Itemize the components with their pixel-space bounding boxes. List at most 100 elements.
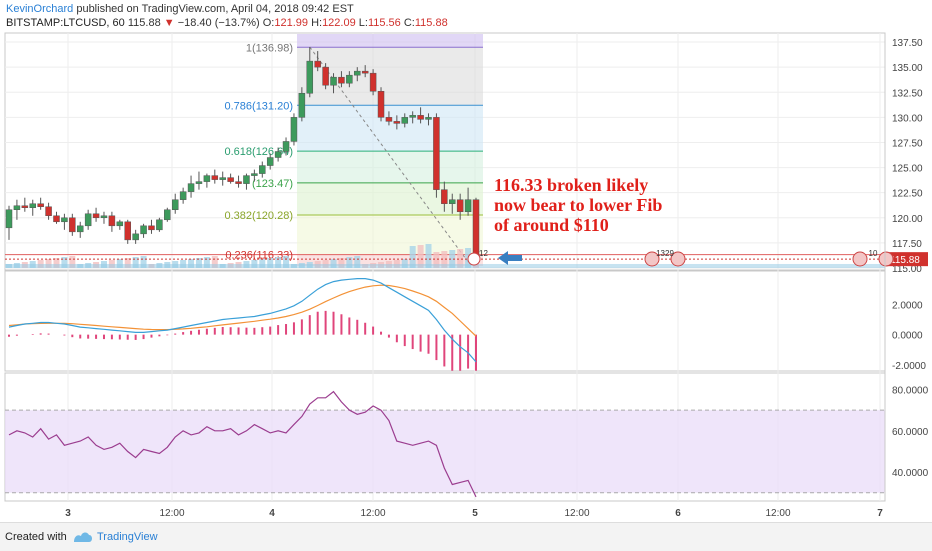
fib-level-label: 0.382(120.28) xyxy=(225,210,294,222)
time-axis-label: 6 xyxy=(675,508,681,519)
footer-bar: Created with TradingView xyxy=(0,522,932,551)
candle-body xyxy=(243,175,250,184)
candle-body xyxy=(13,205,21,210)
candle-body xyxy=(5,209,13,229)
time-axis-label: 5 xyxy=(472,508,478,519)
candle-body xyxy=(100,215,108,219)
volume-bar xyxy=(140,255,147,268)
price-tick-label: 125.00 xyxy=(892,164,923,175)
fib-zone xyxy=(297,105,483,152)
trading-chart[interactable]: 137.50135.00132.50130.00127.50125.00122.… xyxy=(0,0,932,522)
candle-body xyxy=(282,141,290,152)
candle-body xyxy=(385,117,393,122)
tradingview-logo-icon[interactable] xyxy=(72,530,94,544)
annotation-line: 116.33 broken likely xyxy=(494,175,648,195)
volume-bar xyxy=(338,257,345,268)
candle-body xyxy=(456,199,464,213)
volume-bar xyxy=(195,257,202,268)
price-tick-label: 135.00 xyxy=(892,63,923,74)
candle-body xyxy=(171,199,179,210)
time-axis-label: 7 xyxy=(877,508,883,519)
volume-bar xyxy=(417,244,424,268)
volume-bar xyxy=(275,256,282,268)
time-axis-label: 12:00 xyxy=(159,508,184,519)
calendar-event-icon xyxy=(852,251,868,267)
candle-body xyxy=(377,90,385,118)
time-axis-label: 3 xyxy=(65,508,71,519)
volume-bar xyxy=(449,249,456,268)
price-tick-label: 117.50 xyxy=(892,239,922,250)
volume-bar xyxy=(354,255,361,268)
macd-tick-label: -2.0000 xyxy=(892,361,926,372)
publish-info: KevinOrchard published on TradingView.co… xyxy=(6,3,354,15)
last-price: 115.88 xyxy=(127,17,161,29)
candle-body xyxy=(338,76,345,84)
volume-bar xyxy=(132,256,139,268)
published-text: published on TradingView.com, April 04, … xyxy=(76,3,354,15)
candle-body xyxy=(219,177,226,180)
candle-body xyxy=(227,177,234,182)
candle-body xyxy=(116,221,124,227)
price-tick-label: 132.50 xyxy=(892,88,923,99)
candle-body xyxy=(306,60,314,94)
candle-body xyxy=(211,175,219,180)
volume-bar xyxy=(69,255,76,268)
fib-level-label: 0.618(126.64) xyxy=(225,146,294,158)
last-price-box xyxy=(886,252,928,267)
candle-body xyxy=(361,70,369,74)
volume-bar xyxy=(401,258,408,268)
author-link[interactable]: KevinOrchard xyxy=(6,3,74,15)
candle-body xyxy=(298,93,306,118)
rsi-line xyxy=(8,390,477,498)
time-axis-label: 12:00 xyxy=(564,508,589,519)
time-axis-label: 12:00 xyxy=(765,508,790,519)
event-badge-label: 1329 xyxy=(656,249,674,258)
candle-body xyxy=(203,175,211,182)
time-axis-label: 4 xyxy=(269,508,275,519)
macd-tick-label: 2.0000 xyxy=(892,300,923,311)
candle-body xyxy=(187,183,195,192)
volume-bar xyxy=(346,256,353,268)
candle-body xyxy=(29,203,36,208)
volume-bar xyxy=(330,258,337,268)
down-arrow-icon: ▼ xyxy=(163,17,175,29)
candle-body xyxy=(164,209,171,221)
candle-body xyxy=(45,206,52,217)
blue-arrow-icon xyxy=(498,251,522,265)
fib-zone xyxy=(297,151,483,183)
candle-body xyxy=(53,215,60,223)
candle-body xyxy=(259,165,266,174)
volume-bar xyxy=(425,243,432,268)
price-tick-label: 115.00 xyxy=(892,264,922,275)
candle-body xyxy=(251,173,258,176)
symbol-info: BITSTAMP:LTCUSD, 60 115.88 ▼ −18.40 (−13… xyxy=(6,17,448,29)
volume-bar xyxy=(457,248,464,268)
price-tick-label: 120.00 xyxy=(892,214,923,225)
price-tick-label: 122.50 xyxy=(892,189,923,200)
price-change: −18.40 (−13.7%) xyxy=(177,17,260,29)
candle-body xyxy=(346,74,353,84)
price-tick-label: 137.50 xyxy=(892,38,923,49)
price-tick-label: 127.50 xyxy=(892,138,923,149)
macd-tick-label: 0.0000 xyxy=(892,331,923,342)
candle-body xyxy=(37,203,44,207)
macd-line xyxy=(8,278,477,363)
volume-bar xyxy=(259,258,266,268)
volume-bar xyxy=(433,251,440,268)
candle-body xyxy=(417,115,424,120)
candle-body xyxy=(369,72,377,92)
ohlc-l: L:115.56 xyxy=(358,17,401,29)
volume-bar xyxy=(61,256,68,268)
candle-body xyxy=(69,217,76,233)
candle-body xyxy=(433,117,440,190)
ohlc-c: C:115.88 xyxy=(403,17,448,29)
calendar-event-icon xyxy=(670,251,686,267)
volume-band xyxy=(5,263,885,268)
volume-bar xyxy=(211,255,218,268)
fib-level-label: 0.786(131.20) xyxy=(225,100,294,112)
candle-body xyxy=(108,215,116,227)
candle-body xyxy=(290,117,298,142)
candle-body xyxy=(449,199,456,204)
volume-bar xyxy=(45,258,52,268)
tradingview-link[interactable]: TradingView xyxy=(97,531,158,543)
